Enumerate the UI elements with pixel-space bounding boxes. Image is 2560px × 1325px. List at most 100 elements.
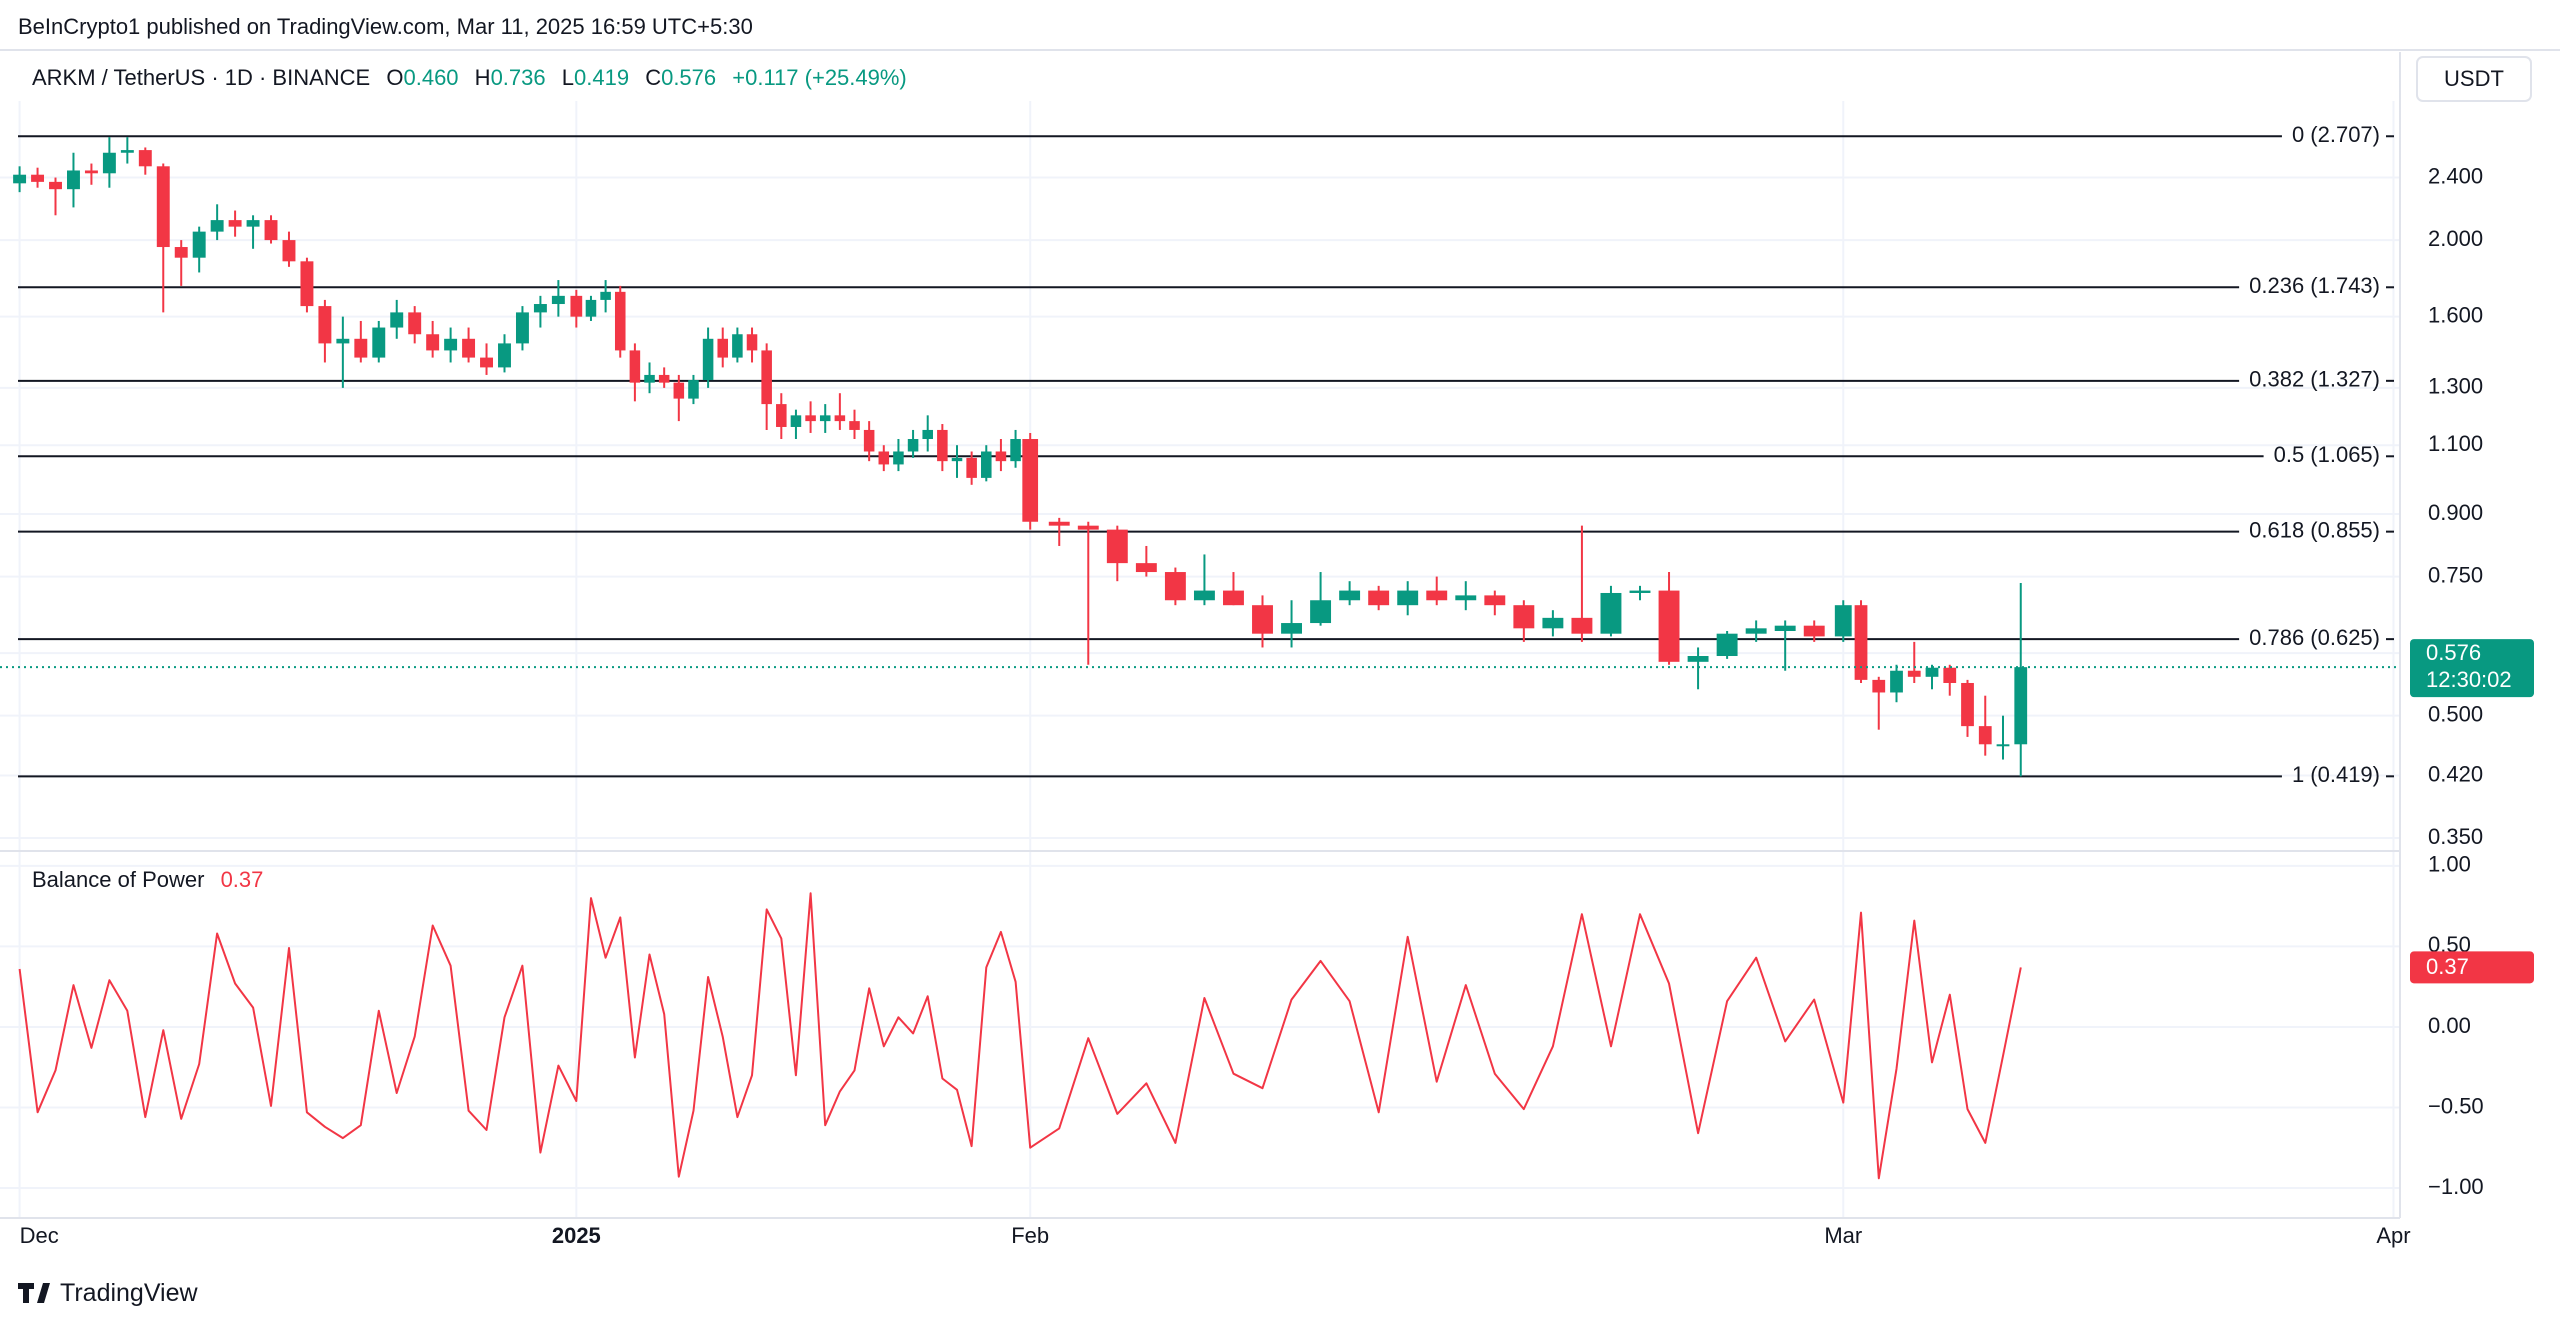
currency-label[interactable]: USDT bbox=[2444, 66, 2504, 91]
candle-body bbox=[2014, 667, 2028, 745]
candle-body bbox=[746, 334, 758, 351]
candle-body bbox=[1077, 525, 1099, 530]
fib-label: 0.5 (1.065) bbox=[2274, 442, 2380, 467]
candle-body bbox=[614, 291, 626, 351]
candle-body bbox=[1854, 605, 1868, 680]
legend-value: 0.576 bbox=[661, 65, 716, 90]
y-tick-label: 0.420 bbox=[2428, 761, 2483, 786]
candle-body bbox=[1774, 625, 1796, 631]
indicator-value-label: 0.37 bbox=[2426, 954, 2469, 979]
countdown-label: 12:30:02 bbox=[2426, 667, 2512, 692]
candle-body bbox=[210, 220, 224, 232]
candle-body bbox=[658, 374, 670, 383]
fib-label: 0.236 (1.743) bbox=[2249, 273, 2380, 298]
candle-body bbox=[515, 312, 529, 344]
legend-value: 0.460 bbox=[403, 65, 458, 90]
indicator-legend: Balance of Power 0.37 bbox=[32, 867, 263, 892]
candle-body bbox=[600, 291, 611, 300]
indicator-value-box bbox=[2410, 951, 2534, 984]
legend-value: 0.736 bbox=[491, 65, 546, 90]
candle-body bbox=[570, 295, 583, 317]
symbol-legend: ARKM / TetherUS · 1D · BINANCE O0.460 H0… bbox=[32, 65, 907, 90]
candle-body bbox=[834, 415, 846, 422]
candle-body bbox=[951, 457, 963, 462]
candle-body bbox=[1164, 572, 1186, 601]
y-tick-label: 0.350 bbox=[2428, 824, 2483, 849]
candle-body bbox=[1252, 605, 1273, 634]
candle-body bbox=[805, 415, 816, 422]
candle-body bbox=[1339, 590, 1361, 601]
candle-body bbox=[372, 327, 386, 358]
candle-body bbox=[138, 150, 152, 167]
fib-label: 0 (2.707) bbox=[2292, 122, 2380, 147]
candle-body bbox=[893, 451, 904, 465]
candle-body bbox=[1629, 590, 1651, 593]
candle-body bbox=[84, 170, 98, 174]
candle-body bbox=[1106, 529, 1128, 564]
y-tick-label: 0.900 bbox=[2428, 500, 2483, 525]
candle-body bbox=[644, 374, 655, 383]
y-tick-label: −1.00 bbox=[2428, 1174, 2484, 1199]
candle-body bbox=[761, 350, 772, 405]
candle-body bbox=[1022, 439, 1039, 522]
indicator-line bbox=[18, 892, 2022, 1180]
y-tick-label: −0.50 bbox=[2428, 1093, 2484, 1118]
candle-body bbox=[1600, 592, 1622, 634]
candle-body bbox=[1223, 590, 1244, 606]
footer-brand: TradingView bbox=[18, 1279, 199, 1307]
plot-layer bbox=[0, 135, 2400, 1180]
candle-body bbox=[354, 338, 368, 358]
fib-label: 0.786 (0.625) bbox=[2249, 625, 2380, 650]
fib-label: 0.382 (1.327) bbox=[2249, 367, 2380, 392]
candle-body bbox=[1368, 590, 1390, 606]
candle-body bbox=[1484, 595, 1506, 606]
x-tick-label: Dec bbox=[20, 1223, 59, 1248]
candle-body bbox=[819, 415, 831, 422]
candle-body bbox=[907, 439, 919, 452]
candle-body bbox=[498, 343, 511, 368]
candle-body bbox=[120, 150, 134, 153]
candle-body bbox=[878, 451, 890, 465]
candle-body bbox=[937, 429, 948, 462]
candle-body bbox=[966, 457, 977, 478]
last-price-box bbox=[2410, 639, 2534, 698]
candle-body bbox=[863, 429, 875, 452]
grid bbox=[0, 101, 2400, 1217]
candle-body bbox=[1745, 628, 1767, 634]
currency-button[interactable] bbox=[2416, 56, 2532, 102]
candle-body bbox=[282, 240, 296, 262]
indicator-title: Balance of Power bbox=[32, 867, 204, 892]
candle-body bbox=[336, 338, 350, 344]
y-tick-label: 0.750 bbox=[2428, 562, 2483, 587]
x-tick-label: Mar bbox=[1824, 1223, 1862, 1248]
candle-body bbox=[1872, 679, 1886, 693]
candle-body bbox=[13, 174, 27, 184]
y-tick-label: 2.400 bbox=[2428, 163, 2483, 188]
candle-body bbox=[1961, 682, 1974, 727]
candle-body bbox=[174, 247, 188, 258]
y-tick-label: 1.600 bbox=[2428, 302, 2483, 327]
y-tick-label: 1.00 bbox=[2428, 852, 2471, 877]
legend-key: O bbox=[386, 65, 403, 90]
y-tick-label: 0.500 bbox=[2428, 701, 2483, 726]
candle-body bbox=[1658, 590, 1680, 662]
candle-body bbox=[1397, 590, 1419, 606]
brand-name: TradingView bbox=[60, 1279, 199, 1307]
candle-body bbox=[67, 170, 80, 190]
legend-change: +0.117 (+25.49%) bbox=[732, 65, 907, 90]
candle-body bbox=[981, 451, 992, 478]
candle-body bbox=[1455, 595, 1477, 601]
candle-body bbox=[156, 166, 170, 248]
candle-body bbox=[1310, 600, 1332, 624]
candle-body bbox=[717, 338, 729, 358]
indicator-value: 0.37 bbox=[221, 867, 264, 892]
candle-body bbox=[688, 380, 699, 399]
candle-body bbox=[1907, 670, 1921, 677]
candle-body bbox=[849, 421, 860, 430]
candle-body bbox=[1193, 590, 1215, 601]
last-price-label: 0.576 bbox=[2426, 640, 2481, 665]
candle-body bbox=[102, 152, 116, 174]
candle-body bbox=[31, 174, 45, 182]
